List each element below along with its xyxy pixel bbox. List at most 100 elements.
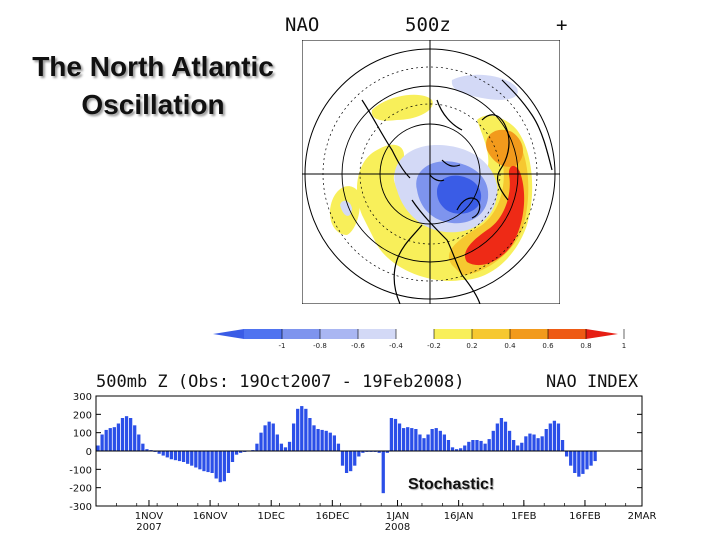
colorbar-box bbox=[472, 329, 510, 339]
polar-grid bbox=[302, 40, 560, 304]
colorbar-tick-label: -0.8 bbox=[313, 342, 327, 348]
y-tick-label: 100 bbox=[73, 429, 92, 440]
colorbar-arrow-right bbox=[586, 329, 618, 339]
nao-bar bbox=[336, 443, 341, 451]
colorbar-tick-label: 0.8 bbox=[580, 342, 591, 348]
nao-bar bbox=[291, 423, 296, 451]
nao-bar bbox=[426, 434, 430, 451]
map-label-plus: + bbox=[556, 14, 568, 36]
stochastic-annotation: Stochastic! bbox=[408, 476, 495, 493]
x-tick-label: 1NOV bbox=[135, 511, 164, 522]
x-tick-label: 1DEC bbox=[258, 511, 285, 522]
colorbar-boxes bbox=[213, 329, 618, 339]
nao-bar bbox=[540, 436, 544, 451]
nao-bar bbox=[320, 429, 324, 451]
nao-bar bbox=[532, 434, 536, 451]
colorbar: -1 -0.8 -0.6 -0.4 -0.2 0.2 0.4 0.6 0.8 1 bbox=[213, 329, 626, 348]
nao-bar bbox=[552, 420, 557, 451]
y-tick-label: 0 bbox=[86, 447, 92, 458]
colorbar-box bbox=[358, 329, 396, 339]
nao-bar bbox=[353, 451, 357, 466]
nao-bar bbox=[463, 445, 467, 451]
nao-bar bbox=[528, 433, 532, 451]
slide-title-line1: The North Atlantic bbox=[32, 51, 274, 82]
nao-bar bbox=[308, 418, 312, 451]
nao-bar bbox=[194, 451, 198, 468]
x-tick-label: 16JAN bbox=[444, 511, 474, 522]
nao-bar bbox=[332, 435, 336, 451]
slide-title: The North Atlantic Oscillation bbox=[8, 48, 298, 124]
nao-bar bbox=[263, 425, 267, 451]
colorbar-box bbox=[548, 329, 586, 339]
x-tick-label: 1FEB bbox=[511, 511, 536, 522]
nao-bar bbox=[202, 451, 206, 472]
map-label-nao: NAO bbox=[285, 14, 320, 36]
colorbar-box bbox=[320, 329, 358, 339]
nao-bar bbox=[357, 451, 361, 457]
nao-bar bbox=[340, 451, 345, 466]
x-tick-label: 1JAN bbox=[386, 511, 409, 522]
nao-bar bbox=[259, 432, 263, 451]
nao-bar bbox=[548, 423, 552, 451]
chart-title-right: NAO INDEX bbox=[546, 372, 639, 392]
colorbar-tick-label: 0.4 bbox=[504, 342, 516, 348]
x-tick-label: 2MAR bbox=[628, 511, 657, 522]
nao-bar bbox=[124, 416, 129, 451]
nao-bar bbox=[267, 421, 271, 451]
orange-anomaly-region-ne bbox=[486, 129, 524, 167]
nao-bar bbox=[96, 445, 100, 451]
nao-bar bbox=[349, 451, 353, 472]
nao-bar bbox=[316, 429, 320, 451]
nao-bar bbox=[593, 451, 597, 462]
nao-bar bbox=[520, 442, 524, 451]
nao-bar bbox=[438, 430, 442, 451]
nao-bar bbox=[275, 434, 279, 451]
chart-bars bbox=[96, 406, 597, 494]
colorbar-tick-label: 0.2 bbox=[466, 342, 477, 348]
x-tick-sublabel: 2008 bbox=[385, 522, 410, 533]
nao-bar bbox=[344, 451, 349, 473]
colorbar-ticks: -1 -0.8 -0.6 -0.4 -0.2 0.2 0.4 0.6 0.8 1 bbox=[279, 329, 626, 348]
nao-bar bbox=[512, 440, 516, 451]
nao-bar bbox=[475, 440, 479, 451]
colorbar-tick-label: -0.2 bbox=[427, 342, 441, 348]
y-tick-label: -300 bbox=[69, 502, 92, 513]
nao-bar bbox=[186, 451, 190, 464]
nao-bar bbox=[112, 427, 116, 451]
nao-bar bbox=[133, 425, 137, 451]
nao-bar bbox=[279, 443, 284, 451]
nao-bar bbox=[137, 434, 141, 451]
nao-bar bbox=[296, 408, 300, 451]
nao-bar bbox=[410, 428, 414, 451]
nao-bar bbox=[459, 448, 463, 451]
nao-bar bbox=[218, 451, 222, 483]
y-tick-label: -100 bbox=[69, 465, 92, 476]
nao-bar bbox=[304, 408, 308, 451]
nao-bar bbox=[422, 438, 426, 451]
nao-bar bbox=[397, 423, 402, 451]
coastlines bbox=[361, 79, 553, 304]
x-tick-label: 16NOV bbox=[193, 511, 228, 522]
negative-anomaly-ne bbox=[451, 74, 518, 100]
nao-bar bbox=[507, 430, 512, 451]
nao-bar bbox=[450, 447, 455, 451]
nao-bar bbox=[206, 451, 210, 473]
negative-anomaly-west bbox=[340, 200, 352, 216]
colorbar-box bbox=[244, 329, 282, 339]
slide-title-line2: Oscillation bbox=[81, 89, 225, 120]
colorbar-tick-label: -0.4 bbox=[389, 342, 403, 348]
nao-bar bbox=[181, 451, 186, 462]
y-tick-label: 300 bbox=[73, 392, 92, 403]
nao-polar-map bbox=[302, 40, 560, 304]
map-label-500z: 500z bbox=[405, 14, 451, 36]
nao-bar bbox=[239, 451, 243, 453]
nao-bar bbox=[287, 441, 292, 451]
nao-bar bbox=[483, 443, 487, 451]
nao-bar bbox=[495, 423, 499, 451]
colorbar-box bbox=[510, 329, 548, 339]
nao-bar bbox=[190, 451, 194, 466]
positive-anomaly-region-north bbox=[371, 94, 433, 121]
colorbar-arrow-left bbox=[213, 329, 244, 339]
nao-bar bbox=[165, 451, 169, 458]
nao-bar bbox=[157, 451, 161, 454]
